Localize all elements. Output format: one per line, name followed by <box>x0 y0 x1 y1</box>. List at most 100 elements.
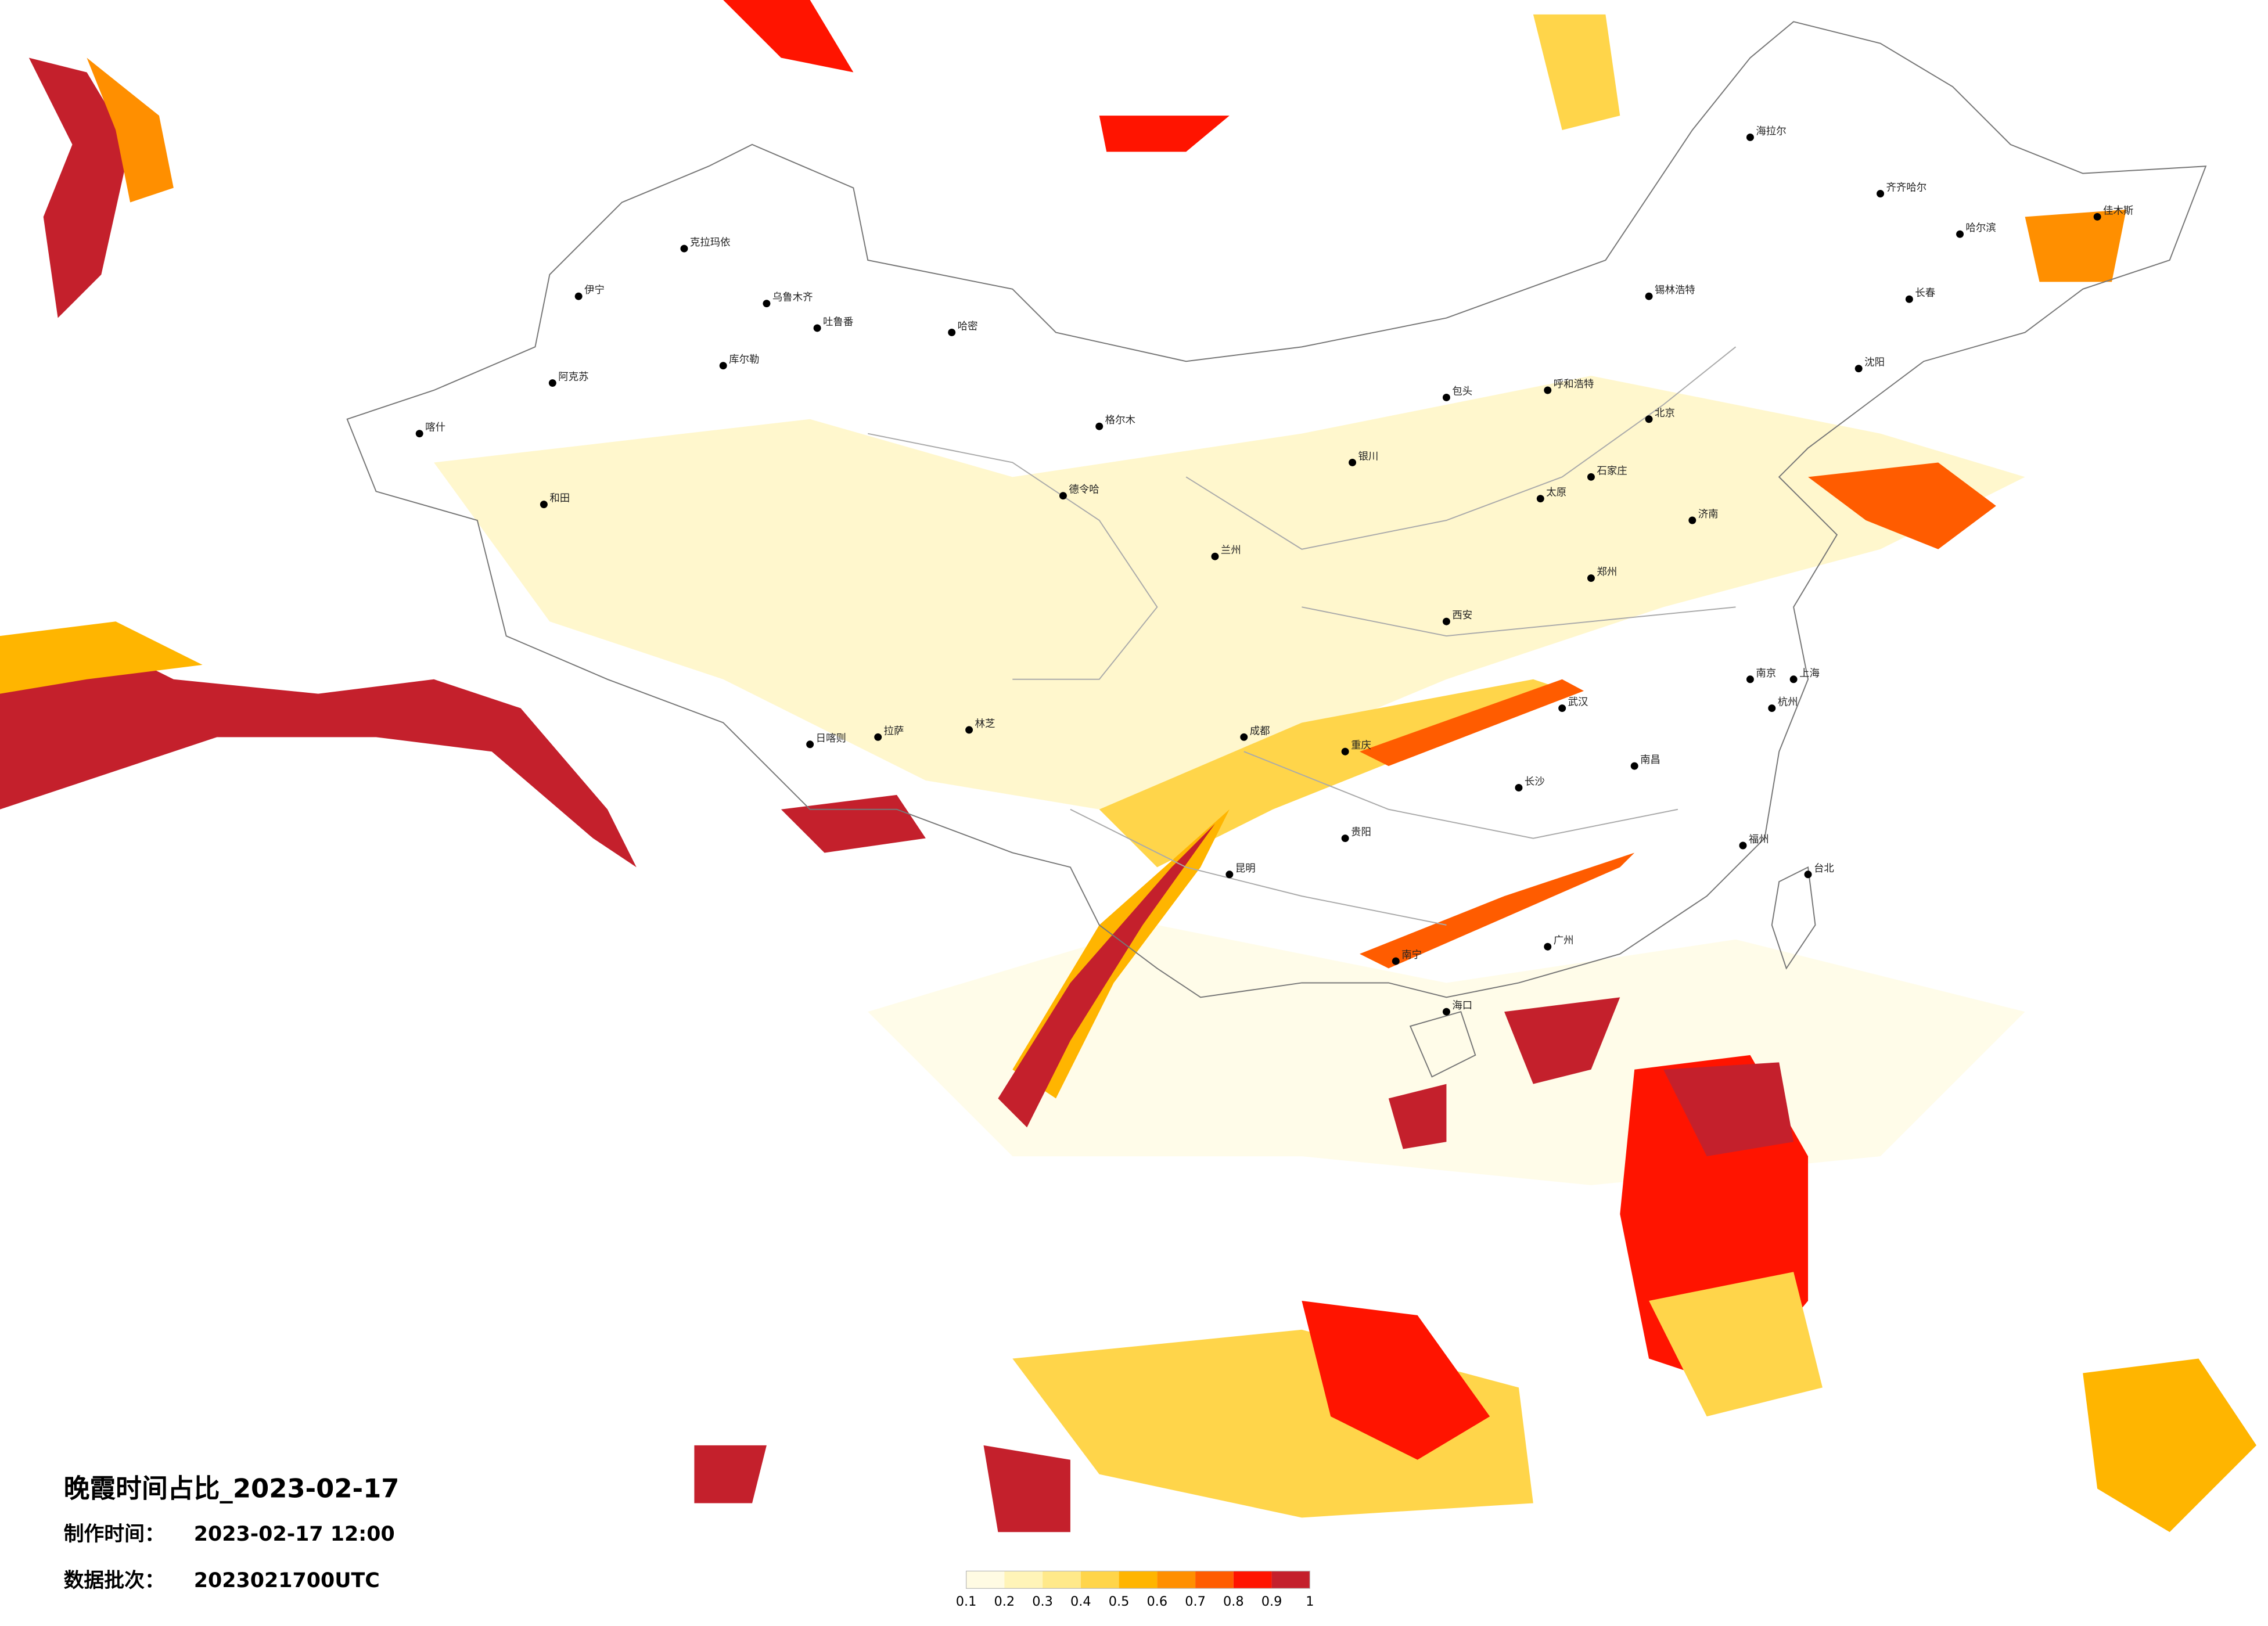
city-label: 杭州 <box>1778 697 1798 708</box>
city-label: 拉萨 <box>884 725 904 737</box>
city-label: 海口 <box>1452 1000 1472 1012</box>
city-label: 武汉 <box>1568 697 1588 708</box>
city-label: 西安 <box>1452 610 1472 621</box>
heat-patch <box>2083 1358 2257 1533</box>
city-label: 台北 <box>1814 863 1834 875</box>
city-label: 太原 <box>1546 487 1566 499</box>
heat-patch <box>434 376 2025 810</box>
city-dot <box>1442 393 1450 401</box>
heat-patch <box>28 57 131 318</box>
legend-tick-label: 0.6 <box>1147 1594 1168 1609</box>
city-dot <box>1240 733 1248 741</box>
city-dot <box>1095 422 1104 430</box>
legend-tick-label: 0.2 <box>994 1594 1015 1609</box>
city-label: 福州 <box>1749 834 1769 846</box>
city-dot <box>1789 675 1798 684</box>
city-dot <box>806 740 814 749</box>
city-dot <box>1739 841 1747 850</box>
city-label: 日喀则 <box>816 733 846 744</box>
legend-tick-label: 0.9 <box>1261 1594 1282 1609</box>
city-label: 林芝 <box>975 718 995 730</box>
made-label: 制作时间： <box>64 1523 165 1546</box>
city-dot <box>1854 365 1863 373</box>
city-dot <box>813 324 821 332</box>
city-dot <box>1877 190 1885 197</box>
city-label: 阿克苏 <box>558 372 588 383</box>
city-label: 石家庄 <box>1597 465 1627 477</box>
city-label: 吐鲁番 <box>823 316 853 328</box>
city-dot <box>1211 552 1219 560</box>
heat-patch <box>1649 1272 1823 1417</box>
city-dot <box>1587 574 1595 582</box>
city-label: 成都 <box>1250 725 1270 737</box>
city-label: 长沙 <box>1525 776 1545 787</box>
island-border <box>1409 866 1816 1078</box>
heat-patch <box>2025 209 2126 282</box>
legend-swatch <box>1233 1571 1272 1589</box>
city-label: 格尔木 <box>1105 415 1135 426</box>
city-dot <box>874 733 882 741</box>
city-dot <box>1956 230 1964 238</box>
city-dot <box>540 501 548 509</box>
city-dot <box>1587 473 1595 481</box>
city-dot <box>1341 747 1349 756</box>
heat-patch <box>781 794 926 853</box>
legend-tick-label: 1 <box>1306 1594 1314 1609</box>
city-label: 哈尔滨 <box>1965 222 1996 234</box>
heat-patch <box>1360 852 1635 969</box>
city-dot <box>1442 1008 1450 1016</box>
city-label: 昆明 <box>1235 863 1256 875</box>
city-dot <box>1059 492 1067 500</box>
legend-frame <box>965 1570 1310 1589</box>
city-label: 佳木斯 <box>2103 205 2133 217</box>
city-dot <box>1536 495 1544 503</box>
city-dot <box>680 244 688 253</box>
city-dot <box>1768 704 1776 713</box>
city-dot <box>1746 675 1754 684</box>
heat-patch <box>0 621 203 694</box>
city-label: 南昌 <box>1640 754 1660 766</box>
city-dot <box>1442 617 1450 625</box>
city-label: 喀什 <box>425 422 445 434</box>
made-time: 2023-02-17 12:00 <box>194 1523 395 1546</box>
city-label: 呼和浩特 <box>1554 379 1594 390</box>
city-label: 济南 <box>1698 509 1719 520</box>
batch-label: 数据批次： <box>64 1569 165 1592</box>
legend-tick-label: 0.3 <box>1032 1594 1053 1609</box>
city-label: 重庆 <box>1351 740 1371 751</box>
city-dot <box>1515 783 1523 792</box>
city-dot <box>415 430 423 438</box>
heat-patch <box>1388 997 1620 1149</box>
city-dot <box>763 300 771 308</box>
city-dot <box>574 292 583 300</box>
city-dot <box>2093 213 2101 221</box>
heat-patch <box>723 0 1230 152</box>
city-label: 贵阳 <box>1351 827 1371 839</box>
city-label: 库尔勒 <box>729 354 759 366</box>
heat-patch <box>87 57 174 203</box>
city-label: 南京 <box>1756 668 1776 679</box>
city-dot <box>1341 834 1349 843</box>
heat-patch <box>1533 14 1620 131</box>
legend-tick-label: 0.8 <box>1223 1594 1244 1609</box>
batch: 2023021700UTC <box>194 1569 380 1592</box>
city-dot <box>1905 295 1913 303</box>
legend-swatch <box>1195 1571 1234 1589</box>
city-label: 上海 <box>1799 668 1820 679</box>
city-label: 长春 <box>1915 287 1935 299</box>
city-label: 哈密 <box>958 321 978 332</box>
city-label: 齐齐哈尔 <box>1886 182 1927 194</box>
city-label: 海拉尔 <box>1756 125 1786 137</box>
city-dot <box>1225 870 1234 879</box>
city-dot <box>1630 762 1638 770</box>
city-label: 德令哈 <box>1069 484 1099 496</box>
city-dot <box>1645 415 1653 423</box>
country-border <box>346 21 2207 998</box>
heat-field <box>0 0 2257 1533</box>
borders <box>346 21 2207 1078</box>
legend: 0.1 0.2 0.3 0.4 0.5 0.6 0.7 0.8 0.9 1 <box>956 1570 1314 1609</box>
city-dot <box>965 726 973 734</box>
legend-swatch <box>1271 1571 1310 1589</box>
city-label: 南宁 <box>1401 949 1422 961</box>
city-dot <box>1392 957 1400 965</box>
